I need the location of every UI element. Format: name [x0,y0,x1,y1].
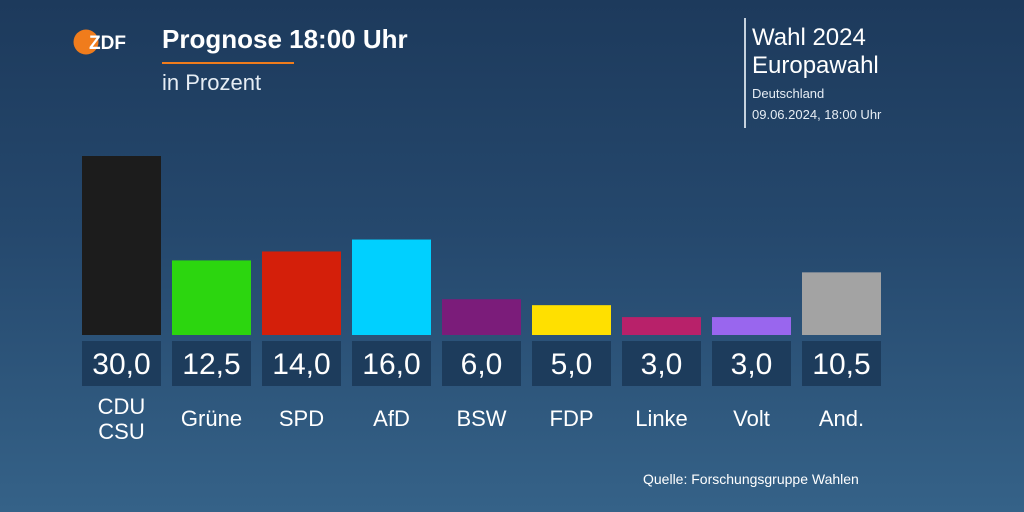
value-label-5: 5,0 [551,348,593,381]
value-label-0: 30,0 [92,348,150,381]
category-label-2: SPD [279,406,324,431]
value-box-1 [172,341,251,386]
value-label-6: 3,0 [641,348,683,381]
bar-5 [532,305,611,335]
category-label-4: BSW [456,406,506,431]
value-box-6 [622,341,701,386]
source-note: Quelle: Forschungsgruppe Wahlen [643,471,859,487]
bar-7 [712,317,791,335]
election-line-1: Wahl 2024 [752,24,866,51]
election-datetime: 09.06.2024, 18:00 Uhr [752,107,882,122]
election-line-2: Europawahl [752,52,879,79]
value-box-2 [262,341,341,386]
value-box-0 [82,341,161,386]
bar-4 [442,299,521,335]
value-box-4 [442,341,521,386]
election-title: Wahl 2024 Europawahl [752,24,879,80]
value-box-3 [352,341,431,386]
value-label-4: 6,0 [461,348,503,381]
category-label-8: And. [819,406,864,431]
bar-1 [172,260,251,335]
zdf-logo: ZDF [73,29,126,55]
value-box-5 [532,341,611,386]
vertical-divider [744,18,746,128]
logo-text: ZDF [89,33,126,54]
category-label-1: Grüne [181,406,242,431]
value-label-7: 3,0 [731,348,773,381]
category-label-0: CDU CSU [98,394,146,444]
category-label-5: FDP [550,406,594,431]
bar-6 [622,317,701,335]
value-label-2: 14,0 [272,348,330,381]
value-label-3: 16,0 [362,348,420,381]
value-box-8 [802,341,881,386]
category-label-7: Volt [733,406,770,431]
page-title: Prognose 18:00 Uhr [162,24,408,54]
election-region: Deutschland [752,86,825,101]
bar-3 [352,239,431,335]
value-label-1: 12,5 [182,348,240,381]
bar-0 [82,156,161,335]
page-subtitle: in Prozent [162,70,262,95]
bar-8 [802,272,881,335]
category-label-6: Linke [635,406,688,431]
title-underline [162,62,294,64]
bar-2 [262,251,341,335]
value-label-8: 10,5 [812,348,870,381]
value-box-7 [712,341,791,386]
category-label-3: AfD [373,406,410,431]
